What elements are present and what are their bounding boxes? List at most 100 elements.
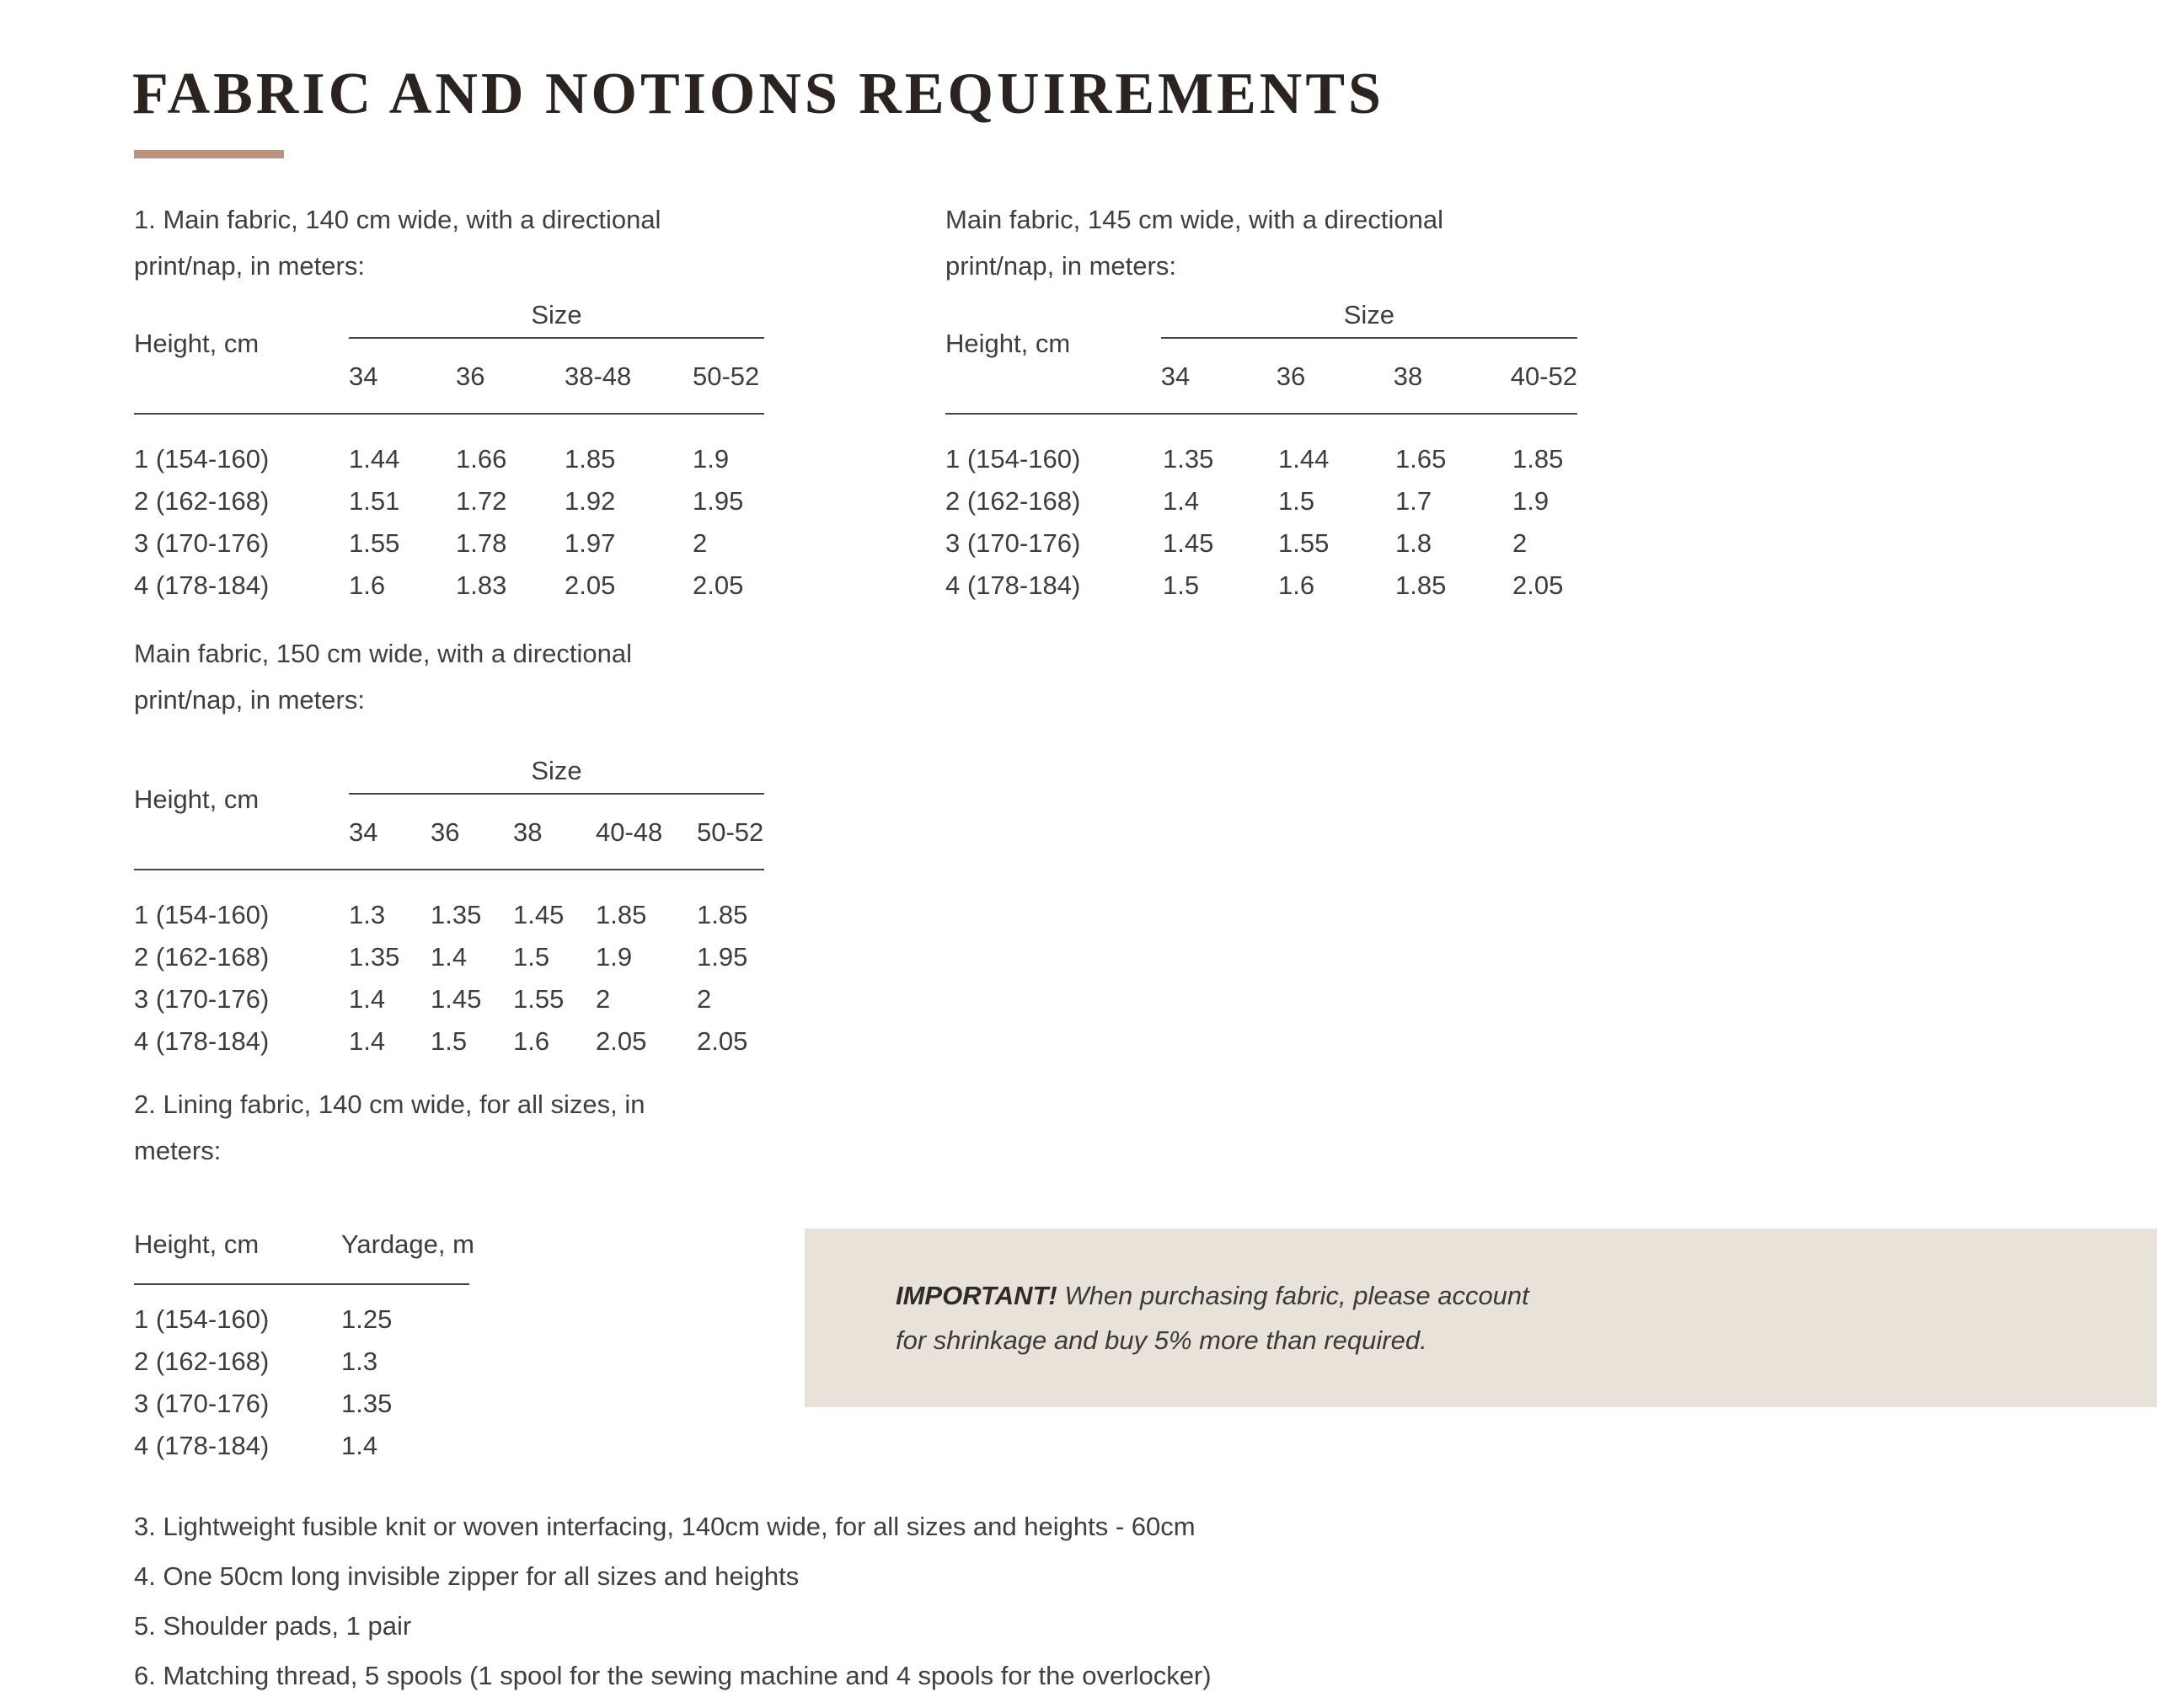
table-body: 1 (154-160) 1.44 1.66 1.85 1.9 2 (162-168) 1.5… [134, 415, 764, 607]
row-label: 3 (170-176) [134, 984, 270, 1014]
size-column-headers: 34 36 38-48 50-52 [349, 339, 764, 413]
row-label: 3 (170-176) [134, 528, 270, 558]
column-header: 38 [513, 817, 543, 847]
table-body: 1 (154-160) 1.3 1.35 1.45 1.85 1.85 2 (162-168… [134, 870, 764, 1063]
cell-value: 1.5 [1163, 570, 1200, 600]
column-header: 50-52 [693, 361, 760, 391]
cell-value: 2.05 [565, 570, 616, 600]
row-label: 4 (178-184) [134, 570, 270, 600]
cell-value: 1.85 [565, 444, 616, 474]
row-label: 2 (162-168) [134, 942, 270, 972]
notion-item: 6. Matching thread, 5 spools (1 spool fo… [134, 1661, 1212, 1690]
row-header-label: Height, cm [134, 784, 260, 814]
fabric-140-intro: 1. Main fabric, 140 cm wide, with a dire… [134, 196, 661, 289]
table-header: Height, cm Size 34 36 38-48 50-52 [134, 297, 764, 415]
cell-value: 1.4 [349, 984, 386, 1014]
row-label: 2 (162-168) [134, 486, 270, 516]
column-header: 36 [431, 817, 460, 847]
size-column-headers: 34 36 38 40-48 50-52 [349, 795, 764, 869]
cell-value: 1.35 [349, 942, 400, 972]
cell-value: 1.51 [349, 486, 400, 516]
table-row: 4 (178-184) 1.4 [134, 1425, 496, 1467]
cell-value: 1.66 [456, 444, 507, 474]
cell-value: 1.9 [1512, 486, 1550, 516]
row-label: 3 (170-176) [134, 1389, 270, 1418]
intro-line: print/nap, in meters: [134, 685, 365, 715]
cell-value: 1.6 [513, 1026, 550, 1056]
important-callout: IMPORTANT! When purchasing fabric, pleas… [805, 1229, 2157, 1407]
cell-value: 1.9 [693, 444, 730, 474]
cell-value: 1.3 [341, 1347, 378, 1376]
cell-value: 1.83 [456, 570, 507, 600]
cell-value: 1.44 [349, 444, 400, 474]
table-header: Height, cm Yardage, m [134, 1226, 496, 1263]
intro-line: 2. Lining fabric, 140 cm wide, for all s… [134, 1090, 645, 1119]
cell-value: 2.05 [1512, 570, 1564, 600]
table-row: 3 (170-176) 1.35 [134, 1383, 496, 1425]
table-row: 4 (178-184) 1.5 1.6 1.85 2.05 [945, 565, 1577, 607]
intro-line: meters: [134, 1136, 222, 1165]
cell-value: 1.4 [341, 1431, 378, 1460]
row-header-label: Height, cm [945, 329, 1071, 358]
column-header: 34 [349, 361, 378, 391]
column-header: Yardage, m [341, 1229, 474, 1259]
fabric-150-intro: Main fabric, 150 cm wide, with a directi… [134, 630, 632, 723]
cell-value: 2.05 [596, 1026, 647, 1056]
cell-value: 1.9 [596, 942, 633, 972]
row-label: 3 (170-176) [945, 528, 1081, 558]
fabric-140-table: Height, cm Size 34 36 38-48 50-52 1 (154-16… [134, 297, 764, 607]
cell-value: 1.97 [565, 528, 616, 558]
column-header: 40-48 [596, 817, 663, 847]
table-row: 1 (154-160) 1.3 1.35 1.45 1.85 1.85 [134, 894, 764, 936]
cell-value: 1.45 [513, 900, 565, 929]
cell-value: 1.8 [1395, 528, 1432, 558]
size-column-group: Size 34 36 38-48 50-52 [349, 297, 764, 413]
cell-value: 1.4 [431, 942, 468, 972]
callout-label: IMPORTANT! [896, 1281, 1057, 1310]
size-column-group: Size 34 36 38 40-48 50-52 [349, 752, 764, 869]
table-row: 2 (162-168) 1.3 [134, 1341, 496, 1383]
callout-line: IMPORTANT! When purchasing fabric, pleas… [896, 1273, 2157, 1318]
cell-value: 1.72 [456, 486, 507, 516]
row-label: 4 (178-184) [134, 1431, 270, 1460]
fabric-145-table: Height, cm Size 34 36 38 40-52 1 (154-160) 1… [945, 297, 1577, 607]
table-row: 4 (178-184) 1.6 1.83 2.05 2.05 [134, 565, 764, 607]
column-header: 50-52 [697, 817, 764, 847]
cell-value: 2 [693, 528, 708, 558]
column-header: 36 [456, 361, 485, 391]
table-row: 1 (154-160) 1.35 1.44 1.65 1.85 [945, 438, 1577, 480]
cell-value: 1.5 [1278, 486, 1315, 516]
intro-line: print/nap, in meters: [945, 251, 1176, 281]
cell-value: 1.85 [697, 900, 748, 929]
size-group-title: Size [349, 752, 764, 795]
size-group-title: Size [349, 297, 764, 339]
row-header-label: Height, cm [134, 329, 260, 358]
table-body: 1 (154-160) 1.35 1.44 1.65 1.85 2 (162-168) 1.… [945, 415, 1577, 607]
table-row: 3 (170-176) 1.55 1.78 1.97 2 [134, 522, 764, 565]
table-row: 1 (154-160) 1.44 1.66 1.85 1.9 [134, 438, 764, 480]
cell-value: 1.35 [1163, 444, 1214, 474]
row-label: 1 (154-160) [134, 1304, 270, 1334]
intro-line: 1. Main fabric, 140 cm wide, with a dire… [134, 205, 661, 234]
callout-line: for shrinkage and buy 5% more than requi… [896, 1325, 1427, 1355]
cell-value: 2.05 [693, 570, 744, 600]
cell-value: 2 [697, 984, 712, 1014]
cell-value: 1.85 [596, 900, 647, 929]
table-header: Height, cm Size 34 36 38 40-48 50-52 [134, 752, 764, 870]
cell-value: 1.85 [1512, 444, 1564, 474]
cell-value: 1.95 [697, 942, 748, 972]
row-label: 1 (154-160) [134, 444, 270, 474]
cell-value: 2.05 [697, 1026, 748, 1056]
column-header: 34 [349, 817, 378, 847]
row-label: 4 (178-184) [134, 1026, 270, 1056]
row-label: 4 (178-184) [945, 570, 1081, 600]
fabric-150-table: Height, cm Size 34 36 38 40-48 50-52 1 (154-… [134, 752, 764, 1063]
table-header: Height, cm Size 34 36 38 40-52 [945, 297, 1577, 415]
table-body: 1 (154-160) 1.25 2 (162-168) 1.3 3 (170-176)… [134, 1285, 496, 1467]
cell-value: 1.65 [1395, 444, 1447, 474]
notion-item: 3. Lightweight fusible knit or woven int… [134, 1512, 1196, 1541]
table-row: 2 (162-168) 1.35 1.4 1.5 1.9 1.95 [134, 936, 764, 978]
size-group-title: Size [1160, 297, 1577, 339]
cell-value: 2 [1512, 528, 1528, 558]
